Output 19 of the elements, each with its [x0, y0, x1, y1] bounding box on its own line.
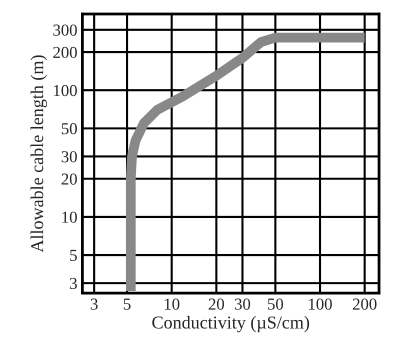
x-tick-label: 20: [208, 298, 224, 310]
x-tick-label: 10: [164, 298, 180, 310]
y-tick-label: 100: [54, 84, 77, 96]
x-tick-label: 5: [124, 298, 131, 310]
y-tick-label: 50: [62, 123, 77, 134]
x-tick-label: 3: [90, 298, 98, 310]
x-tick-label: 200: [352, 298, 377, 310]
y-tick-label: 200: [53, 46, 77, 58]
y-tick-label: 300: [53, 24, 77, 36]
y-tick-label: 30: [62, 151, 77, 162]
y-tick-label: 20: [62, 173, 77, 185]
x-axis-title: Conductivity (µS/cm): [152, 316, 310, 332]
y-tick-label: 10: [62, 212, 77, 223]
x-tick-label: 50: [268, 298, 284, 310]
x-tick-label: 100: [308, 298, 332, 310]
x-tick-label: 30: [234, 298, 250, 310]
y-axis-title: Allowable cable length (m): [30, 55, 47, 252]
y-tick-label: 5: [70, 250, 77, 261]
y-tick-label: 3: [70, 278, 77, 290]
